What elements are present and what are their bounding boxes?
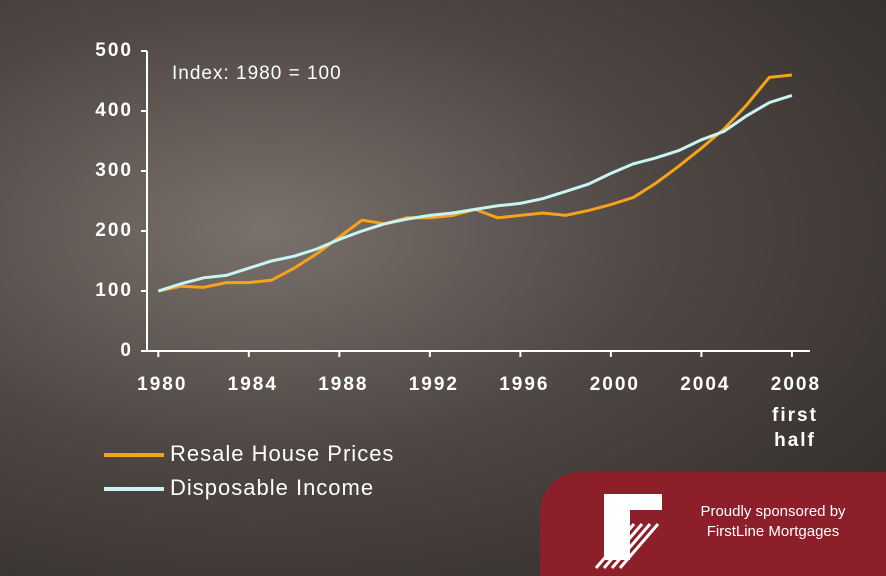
- y-tick-label: 500: [95, 40, 133, 61]
- series-line: [158, 73, 793, 293]
- x-tick-label: 1996: [499, 374, 549, 395]
- sponsor-line: FirstLine Mortgages: [706, 523, 840, 540]
- sponsor-line: Proudly sponsored by: [700, 503, 846, 520]
- logo: [594, 494, 662, 569]
- x-tick-label: 1980: [137, 374, 187, 395]
- x-tick-label: 1992: [409, 374, 459, 395]
- y-tick-label: 200: [95, 220, 133, 241]
- x-tick-label: 1988: [318, 374, 368, 395]
- series-line: [157, 93, 793, 293]
- x-tick-label: 1984: [228, 374, 278, 395]
- x-tick-label: 2004: [680, 374, 730, 395]
- sponsor-text: Proudly sponsored by FirstLine Mortgages: [668, 502, 878, 542]
- legend-label: Resale House Prices: [170, 441, 394, 466]
- x-tick-label: 2008: [771, 374, 821, 395]
- y-tick-label: 400: [95, 100, 133, 121]
- legend-label: Disposable Income: [170, 475, 374, 500]
- y-tick-label: 300: [95, 160, 133, 181]
- x-tick-note: first half: [772, 405, 818, 451]
- annotation: Index: 1980 = 100: [172, 63, 342, 84]
- sponsor-box: Proudly sponsored by FirstLine Mortgages: [540, 472, 886, 576]
- y-tick-label: 0: [120, 340, 133, 361]
- x-tick-label: 2000: [590, 374, 640, 395]
- y-tick-label: 100: [95, 280, 133, 301]
